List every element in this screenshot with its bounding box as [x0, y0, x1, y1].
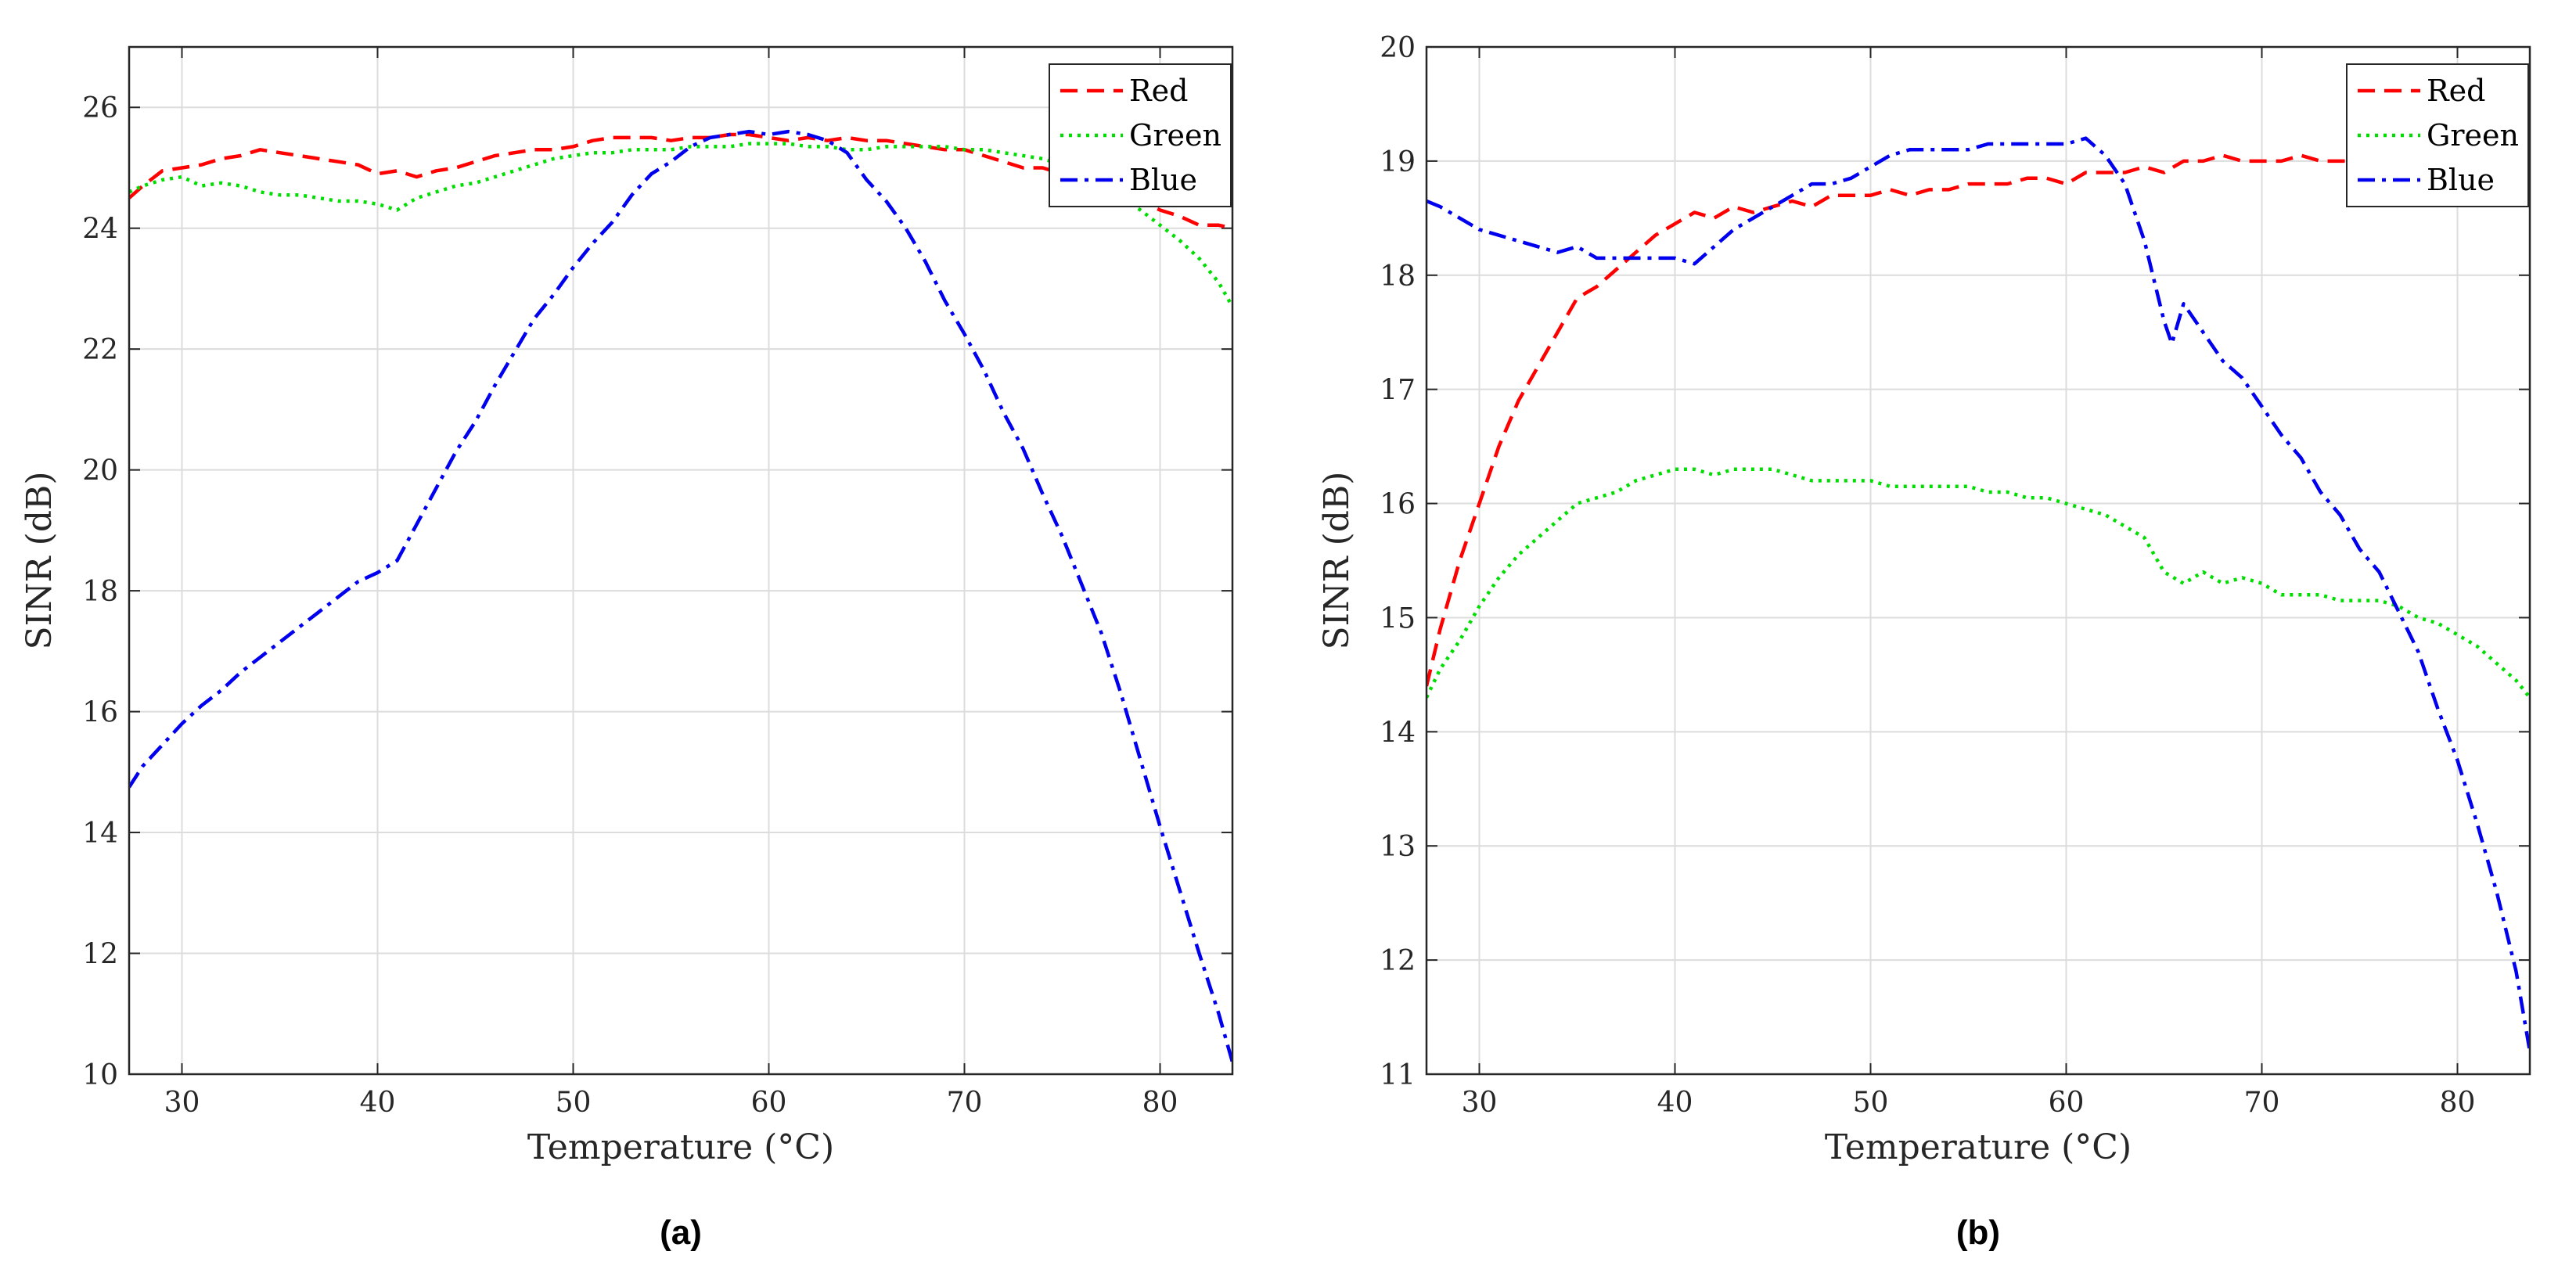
series-line-red: [1427, 153, 2530, 687]
y-tick-label: 16: [82, 697, 118, 729]
x-tick-label: 80: [2440, 1087, 2476, 1119]
y-tick-label: 24: [82, 214, 118, 246]
x-axis-label: Temperature (°C): [527, 1127, 834, 1167]
series-line-blue: [129, 129, 1232, 1063]
y-tick-label: 22: [82, 334, 118, 366]
y-tick-label: 12: [82, 939, 118, 971]
panel-label: (a): [660, 1213, 702, 1252]
y-tick-label: 13: [1380, 831, 1416, 863]
x-tick-label: 50: [556, 1087, 592, 1119]
legend-label-green: Green: [2427, 118, 2519, 153]
series-line-red: [129, 132, 1232, 230]
x-tick-label: 40: [1657, 1087, 1693, 1119]
x-tick-label: 30: [1462, 1087, 1498, 1119]
legend-label-green: Green: [1129, 118, 1221, 153]
x-tick-label: 50: [1853, 1087, 1889, 1119]
y-tick-label: 19: [1380, 146, 1416, 178]
axes-box: [1425, 45, 2531, 1076]
y-tick-label: 18: [82, 576, 118, 608]
legend-label-blue: Blue: [1129, 163, 1197, 197]
panel-label: (b): [1956, 1213, 2000, 1252]
x-tick-label: 60: [2049, 1087, 2085, 1119]
y-tick-label: 26: [82, 92, 118, 124]
y-tick-label: 10: [82, 1059, 118, 1091]
y-axis-label: SINR (dB): [20, 472, 59, 650]
plot-area: [1427, 47, 2530, 1074]
plot-area: [129, 47, 1232, 1074]
y-tick-label: 11: [1380, 1059, 1416, 1091]
x-axis-label: Temperature (°C): [1825, 1127, 2132, 1167]
x-tick-label: 80: [1142, 1087, 1178, 1119]
legend-label-blue: Blue: [2427, 163, 2495, 197]
chart-panel-a: 30 40 50 60 70 80 10 12 14 16 18 20 22 24 26 Temperatur…: [20, 45, 1234, 1252]
y-axis-label: SINR (dB): [1317, 472, 1357, 650]
series-line-green: [129, 142, 1232, 308]
series-line-green: [1427, 467, 2530, 699]
chart-panel-b: 30 40 50 60 70 80 11 12 13 14 15 16 17 18 19 20 Temperat…: [1317, 32, 2531, 1252]
axes-box: [128, 45, 1234, 1076]
legend-label-red: Red: [2427, 74, 2485, 108]
x-tick-label: 40: [360, 1087, 396, 1119]
y-tick-label: 18: [1380, 261, 1416, 293]
y-tick-label: 16: [1380, 489, 1416, 521]
y-tick-label: 17: [1380, 375, 1416, 407]
y-tick-label: 20: [1380, 32, 1416, 64]
x-tick-label: 70: [2244, 1087, 2280, 1119]
legend: Red Green Blue: [2346, 63, 2529, 207]
y-tick-label: 14: [82, 818, 118, 850]
x-tick-label: 30: [164, 1087, 200, 1119]
y-tick-label: 12: [1380, 945, 1416, 977]
y-tick-label: 15: [1380, 602, 1416, 634]
y-tick-label: 20: [82, 455, 118, 487]
x-tick-label: 60: [751, 1087, 787, 1119]
x-tick-label: 70: [947, 1087, 983, 1119]
legend-label-red: Red: [1129, 74, 1188, 108]
legend: Red Green Blue: [1049, 63, 1232, 207]
series-line-blue: [1427, 136, 2530, 1052]
y-tick-label: 14: [1380, 717, 1416, 749]
